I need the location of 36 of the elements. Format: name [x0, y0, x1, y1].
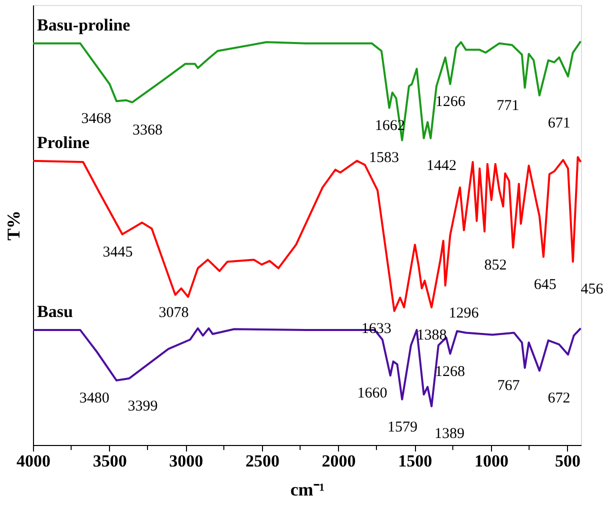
annotation: 1660 [357, 386, 388, 402]
annotation: 1389 [434, 426, 465, 442]
y-axis-title: T% [4, 210, 24, 241]
annotation: 3399 [128, 398, 158, 414]
x-tick-label: 2000 [322, 452, 356, 470]
x-tick-label: 500 [555, 452, 581, 470]
series-label: Proline [37, 132, 90, 152]
x-axis-title: cm⁻¹ [290, 480, 325, 500]
annotation: 1579 [388, 419, 418, 436]
annotation: 1442 [426, 158, 456, 174]
annotation: 1266 [435, 94, 466, 110]
series-label: Basu [37, 302, 73, 321]
annotation: 767 [497, 378, 520, 394]
annotation: 3368 [132, 122, 162, 138]
annotation: 1296 [448, 306, 480, 322]
annotation: 3078 [158, 304, 189, 321]
x-tick-label: 4000 [16, 452, 50, 470]
annotation: 771 [496, 98, 520, 114]
x-tick-label: 1500 [398, 452, 432, 470]
annotation: 3445 [102, 244, 133, 260]
annotation: 671 [548, 115, 570, 132]
annotation: 3480 [79, 390, 110, 406]
annotation: 1633 [361, 320, 392, 337]
annotation: 645 [534, 276, 556, 293]
annotation: 3468 [81, 111, 112, 128]
annotation: 1388 [416, 327, 447, 344]
series-label: Basu-proline [37, 15, 131, 34]
annotation: 852 [484, 258, 507, 274]
x-tick-label: 1000 [474, 452, 508, 470]
annotation: 1268 [435, 364, 466, 380]
annotation: 672 [548, 390, 570, 407]
annotation: 1583 [368, 150, 399, 166]
annotation: 456 [580, 282, 604, 298]
x-tick-label: 2500 [245, 452, 280, 470]
x-tick-label: 3500 [92, 452, 127, 470]
x-tick-label: 3000 [169, 452, 204, 470]
